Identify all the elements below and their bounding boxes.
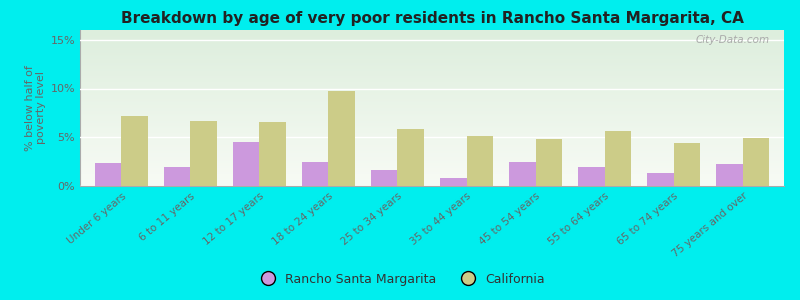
Bar	[578, 167, 605, 186]
Bar	[605, 131, 630, 186]
Bar	[647, 173, 674, 186]
Bar	[466, 136, 493, 186]
Bar	[122, 116, 148, 186]
Bar	[95, 163, 122, 186]
Bar	[674, 143, 700, 186]
Bar	[190, 121, 217, 186]
Bar	[398, 129, 424, 186]
Bar	[164, 167, 190, 186]
Bar	[234, 142, 259, 186]
Bar	[329, 92, 354, 186]
Title: Breakdown by age of very poor residents in Rancho Santa Margarita, CA: Breakdown by age of very poor residents …	[121, 11, 743, 26]
Bar	[302, 162, 329, 186]
Bar	[535, 139, 562, 186]
Bar	[716, 164, 742, 186]
Bar	[440, 178, 466, 186]
Bar	[259, 122, 286, 186]
Bar	[742, 138, 769, 186]
Text: City-Data.com: City-Data.com	[696, 35, 770, 45]
Legend: Rancho Santa Margarita, California: Rancho Santa Margarita, California	[250, 268, 550, 291]
Y-axis label: % below half of
poverty level: % below half of poverty level	[25, 65, 46, 151]
Bar	[510, 162, 535, 186]
Bar	[371, 170, 398, 186]
